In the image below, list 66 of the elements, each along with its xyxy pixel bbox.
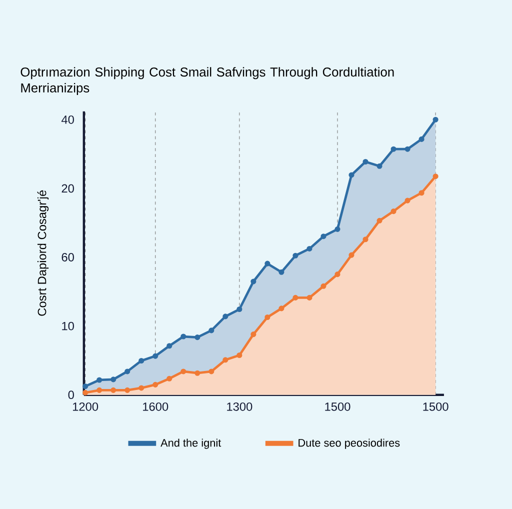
- point: [390, 146, 396, 152]
- point: [250, 278, 256, 284]
- chart-title: Optrımazion Shipping Cost Smail Safvings Through Cordultiation Merrianizips: [20, 67, 394, 95]
- point: [264, 314, 270, 320]
- point: [278, 269, 284, 275]
- point: [82, 383, 88, 389]
- point: [152, 382, 158, 388]
- y-axis-title: Cosrt Dapiord Cosagr'jé: [37, 190, 49, 316]
- point: [82, 390, 88, 396]
- point: [180, 334, 186, 340]
- point: [320, 233, 326, 240]
- point: [334, 271, 340, 277]
- point: [166, 376, 172, 382]
- x-tick-label: 1600: [143, 402, 168, 411]
- point: [110, 387, 116, 393]
- point: [222, 314, 228, 320]
- point: [306, 294, 312, 300]
- point: [348, 252, 354, 258]
- point: [320, 283, 326, 289]
- point: [264, 260, 270, 266]
- point: [110, 376, 116, 382]
- x-tick-label: 1500: [325, 402, 350, 411]
- point: [334, 226, 340, 232]
- point: [250, 331, 256, 337]
- point: [138, 358, 144, 364]
- point: [96, 387, 102, 393]
- x-tick-label: 1300: [227, 402, 252, 411]
- point: [180, 368, 186, 374]
- point: [236, 352, 242, 358]
- point: [404, 146, 410, 152]
- x-tick-label: 1500: [423, 402, 448, 411]
- point: [138, 385, 144, 391]
- legend-label: And the ignit: [160, 438, 222, 449]
- point: [362, 158, 368, 164]
- point: [208, 368, 214, 374]
- point: [418, 190, 424, 196]
- text: 40: [61, 115, 74, 124]
- point: [390, 208, 396, 214]
- point: [124, 368, 130, 374]
- point: [404, 198, 410, 204]
- point: [432, 116, 438, 122]
- point: [166, 342, 172, 349]
- point: [362, 236, 368, 242]
- point: [306, 246, 312, 252]
- point: [278, 306, 284, 312]
- x-tick-label: 1200: [72, 402, 98, 411]
- legend-label: Dute seo peosiodires: [298, 438, 400, 449]
- point: [194, 334, 200, 340]
- point: [292, 294, 298, 300]
- point: [208, 328, 214, 334]
- point: [292, 252, 298, 258]
- text: 10: [62, 322, 74, 330]
- point: [194, 370, 200, 376]
- point: [222, 357, 228, 363]
- point: [432, 173, 438, 180]
- text: 20: [62, 184, 74, 193]
- point: [376, 218, 382, 224]
- point: [418, 136, 424, 142]
- text: 0: [68, 390, 74, 399]
- point: [348, 172, 354, 178]
- point: [376, 163, 382, 169]
- point: [152, 353, 158, 359]
- point: [236, 306, 242, 312]
- point: [124, 387, 130, 393]
- text: 60: [62, 252, 74, 262]
- point: [96, 377, 102, 383]
